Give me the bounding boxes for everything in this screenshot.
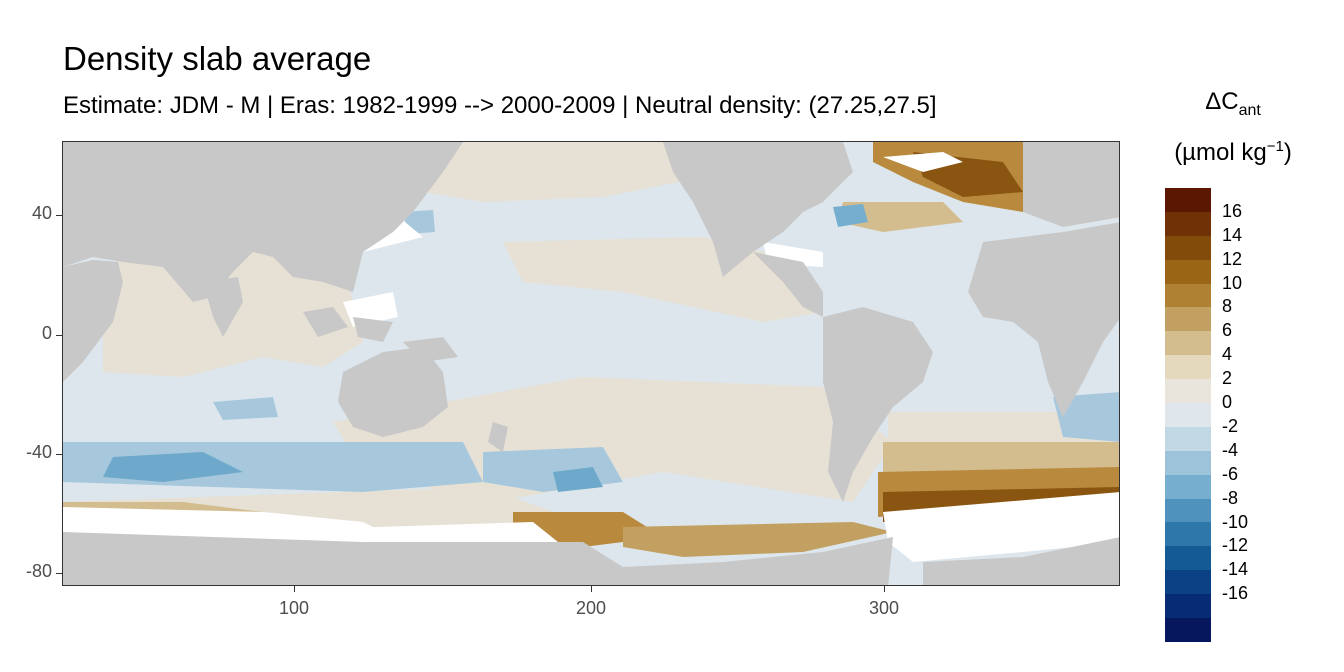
legend-label: -10 [1222,511,1249,532]
legend-swatch [1165,283,1211,308]
map-subtitle: Estimate: JDM - M | Eras: 1982-1999 --> … [63,92,937,119]
legend-swatch [1165,403,1211,427]
legend-label: -2 [1222,415,1239,436]
legend-label: 10 [1222,272,1243,293]
legend-swatch [1165,522,1211,547]
x-tick-mark [591,586,592,592]
legend-swatch [1165,570,1211,595]
legend-swatch [1165,235,1211,260]
y-tick-label: 0 [41,323,52,343]
legend-swatch [1165,355,1211,380]
legend-label: 12 [1222,248,1243,269]
y-tick-label: -40 [25,442,52,462]
legend-unit: (µmol kg−1) [1158,138,1308,167]
legend-label: 14 [1222,224,1243,245]
x-tick-label: 200 [575,598,607,618]
legend-colorbar [1165,188,1211,642]
legend-swatch [1165,211,1211,236]
legend-swatch [1165,474,1211,499]
legend-label: -6 [1222,463,1239,484]
legend-swatch [1165,307,1211,332]
legend-title-main: ΔC [1205,88,1239,115]
legend-swatch [1165,379,1211,404]
y-tick-label: 40 [31,203,52,223]
y-tick-label: -80 [25,561,52,581]
legend-swatch [1165,546,1211,571]
legend-label: 4 [1222,344,1233,365]
x-tick-mark [884,586,885,592]
legend-label: -4 [1222,439,1239,460]
negative-change-patches [63,204,1119,492]
legend-label: 2 [1222,368,1233,389]
legend-label: -16 [1222,583,1249,604]
legend-unit-right: ) [1283,139,1292,166]
legend-label: -14 [1222,559,1249,580]
legend-title: ΔCant [1158,88,1308,120]
legend-swatch [1165,498,1211,523]
legend-label: -8 [1222,487,1239,508]
x-tick-label: 300 [868,598,900,618]
legend-unit-sup: −1 [1266,138,1284,155]
legend-swatch [1165,618,1211,642]
legend-label: -12 [1222,535,1249,556]
legend-label: 0 [1222,392,1233,413]
legend-label: 16 [1222,200,1243,221]
legend-swatch [1165,450,1211,475]
land-masses [63,142,1119,585]
legend-label: 8 [1222,296,1233,317]
y-tick-mark [56,335,62,336]
y-tick-mark [56,573,62,574]
map-panel [62,141,1120,586]
legend-swatch [1165,188,1211,212]
y-tick-mark [56,215,62,216]
ocean-map [63,142,1119,585]
map-title: Density slab average [63,40,372,77]
legend-swatch [1165,426,1211,451]
y-tick-mark [56,454,62,455]
x-tick-mark [294,586,295,592]
legend-swatch [1165,594,1211,619]
legend-label: 6 [1222,320,1233,341]
legend-swatch [1165,259,1211,284]
legend-unit-left: (µmol kg [1174,139,1267,166]
legend-title-sub: ant [1238,101,1261,119]
x-tick-label: 100 [278,598,310,618]
legend-swatch [1165,331,1211,356]
